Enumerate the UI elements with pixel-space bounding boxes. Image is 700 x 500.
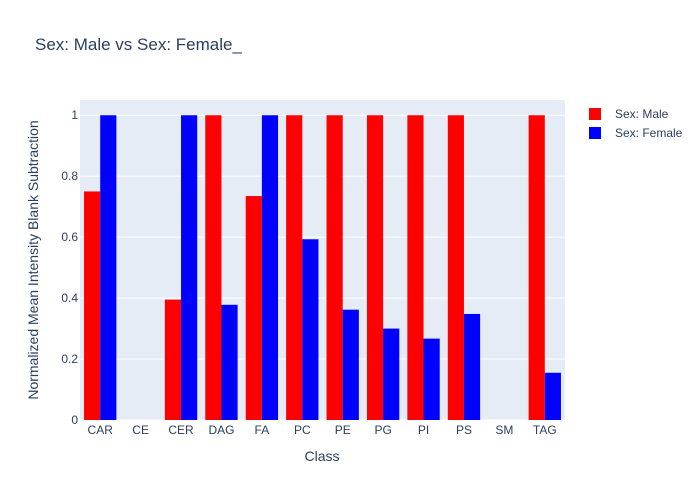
legend-label: Sex: Female [615, 126, 683, 140]
legend-item[interactable]: Sex: Female [589, 126, 683, 140]
bar-fa-female[interactable] [261, 115, 279, 420]
legend-swatch [589, 127, 601, 139]
y-tick-label: 0.4 [61, 291, 78, 305]
x-tick-label: TAG [533, 423, 557, 437]
x-tick-label: CE [132, 423, 149, 437]
bar-tag-male[interactable] [528, 115, 545, 420]
bar-pi-female[interactable] [423, 338, 440, 420]
bar-pg-female[interactable] [383, 328, 400, 420]
bar-ps-male[interactable] [447, 115, 464, 420]
y-tick-label: 0.8 [61, 169, 78, 183]
x-tick-label: CER [168, 423, 194, 437]
x-tick-label: CAR [88, 423, 114, 437]
bar-tag-female[interactable] [544, 372, 561, 420]
bar-fa-male[interactable] [245, 196, 262, 420]
x-axis-title: Class [304, 448, 339, 464]
x-tick-label: DAG [208, 423, 234, 437]
bar-dag-male[interactable] [205, 115, 222, 420]
bar-pe-male[interactable] [326, 115, 343, 420]
bar-pc-female[interactable] [302, 239, 319, 420]
y-tick-label: 0.2 [61, 352, 78, 366]
bars [84, 115, 561, 420]
x-tick-label: PS [456, 423, 472, 437]
bar-car-male[interactable] [84, 191, 101, 420]
bar-pg-male[interactable] [366, 115, 384, 420]
y-tick-label: 0.6 [61, 230, 78, 244]
x-tick-label: SM [495, 423, 513, 437]
legend-label: Sex: Male [615, 107, 669, 121]
x-tick-label: PE [335, 423, 351, 437]
gridlines [80, 114, 565, 421]
y-tick-label: 1 [71, 108, 78, 122]
bar-car-female[interactable] [100, 115, 117, 420]
bar-pe-female[interactable] [342, 309, 359, 420]
plot-area [80, 100, 565, 420]
legend[interactable]: Sex: Male Sex: Female [589, 107, 683, 140]
y-axis-title: Normalized Mean Intensity Blank Subtract… [25, 120, 41, 399]
x-axis-ticks: CAR CE CER DAG FA PC PE PG PI PS SM TAG [88, 423, 557, 437]
x-tick-label: FA [255, 423, 270, 437]
x-tick-label: PC [294, 423, 311, 437]
y-tick-label: 0 [71, 413, 78, 427]
bar-dag-female[interactable] [221, 304, 238, 420]
legend-swatch [589, 108, 601, 120]
bar-ps-female[interactable] [463, 313, 481, 420]
y-axis-ticks: 0 0.2 0.4 0.6 0.8 1 [61, 108, 78, 427]
bar-pi-male[interactable] [407, 115, 424, 420]
x-tick-label: PG [374, 423, 391, 437]
legend-item[interactable]: Sex: Male [589, 107, 669, 121]
chart-title: Sex: Male vs Sex: Female_ [35, 35, 242, 54]
x-tick-label: PI [418, 423, 429, 437]
bar-cer-male[interactable] [164, 299, 182, 420]
bar-cer-female[interactable] [181, 115, 198, 420]
bar-pc-male[interactable] [286, 115, 303, 420]
